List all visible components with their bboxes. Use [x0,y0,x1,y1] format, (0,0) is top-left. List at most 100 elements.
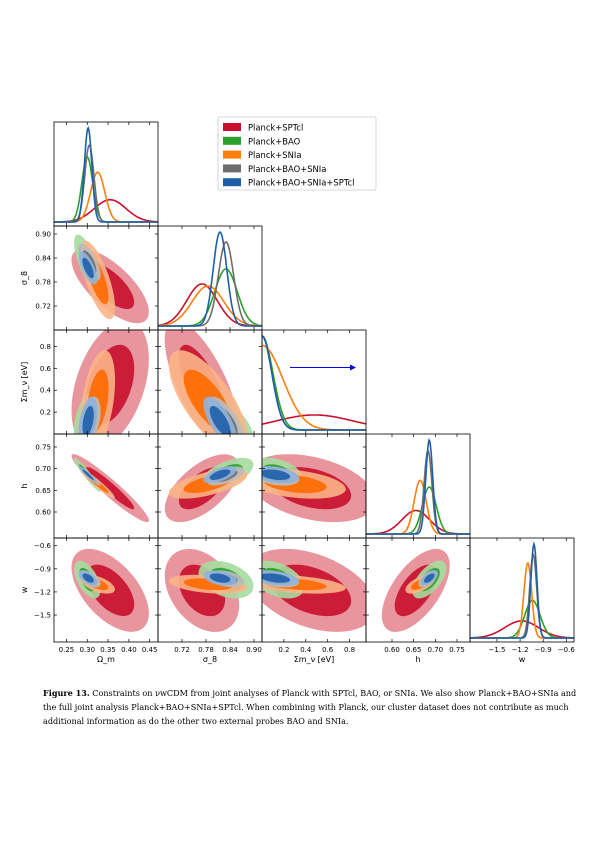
marginal-mnu-0 [262,414,366,425]
legend-swatch-2 [223,150,241,159]
panel-w-mnu: 0.2 0.4 0.6 0.8 [261,537,367,654]
x-axis-label-om: Ω_m [97,655,115,664]
x-tick-label-w: −0.6 [558,646,576,654]
panel-h-s8 [157,433,263,539]
x-tick-label-h: 0.75 [449,646,465,654]
x-tick-label-s8: 0.90 [246,646,262,654]
y-tick-label-s8: 0.84 [35,255,51,263]
upper-limit-arrowhead [350,364,356,371]
marginal-mnu-1 [262,335,366,431]
legend-swatch-4 [223,178,241,187]
contour-mnu-om-4-1sigma [82,405,94,434]
panel-frame [469,537,575,643]
y-tick-label-h: 0.65 [35,487,51,495]
x-tick-label-s8: 0.78 [198,646,214,654]
panel-w-om: 0.25 0.30 0.35 0.40 0.45 −1.5 −1.2 −0.9 −0.6 [34,537,159,654]
corner-panels: 0.72 0.78 0.84 0.90 0.2 0.4 0.6 0.8 0.60 0.65 0.70… [20,121,576,664]
x-tick-label-mnu: 0.2 [278,646,289,654]
x-tick-label-h: 0.65 [406,646,422,654]
x-axis-label-s8: σ_8 [203,655,217,664]
contour-w-mnu-4-1sigma [262,573,291,583]
marginal-s8-2 [158,285,262,327]
x-axis-label-mnu: Σm_ν [eV] [294,655,335,664]
contour-h-s8-4-1sigma [209,469,231,480]
y-tick-label-mnu: 0.4 [40,387,52,395]
x-tick-label-mnu: 0.4 [300,646,312,654]
contour-w-s8-4-1sigma [209,573,231,583]
marginal-w-3 [470,552,574,639]
marginal-om-3 [54,144,158,223]
x-tick-label-om: 0.45 [142,646,158,654]
contour-s8-om-4-1sigma [82,257,94,279]
x-tick-label-om: 0.25 [59,646,75,654]
y-axis-label-mnu: Σm_ν [eV] [20,362,29,403]
marginal-om-2 [54,171,158,223]
marginal-w-2 [470,561,574,639]
contour-h-om-4-1sigma [82,469,94,481]
y-tick-label-h: 0.70 [35,465,51,473]
panel-h-om: 0.60 0.65 0.70 0.75 [35,433,159,539]
contour-w-h-4-1sigma [424,573,435,583]
marginal-h-4 [366,437,470,535]
x-tick-label-w: −1.5 [488,646,505,654]
panel-frame [53,121,159,227]
y-tick-label-s8: 0.78 [35,279,51,287]
panel-w-h: 0.60 0.65 0.70 0.75 [365,537,471,654]
y-tick-label-mnu: 0.6 [40,365,52,373]
legend-label-4: Planck+BAO+SNIa+SPTcl [248,178,354,188]
x-tick-label-mnu: 0.6 [322,646,334,654]
marginal-h-2 [366,479,470,535]
x-tick-label-om: 0.35 [100,646,116,654]
legend-label-1: Planck+BAO [248,136,301,146]
panel-mnu-mnu [261,329,367,435]
x-tick-label-om: 0.30 [79,646,95,654]
panel-w-w: −1.5 −1.2 −0.9 −0.6 [469,537,576,654]
y-tick-label-w: −1.5 [34,612,51,620]
panel-mnu-s8 [157,329,263,435]
marginal-mnu-3 [262,335,366,431]
y-axis-label-s8: σ_8 [20,271,29,285]
marginal-mnu-2 [262,344,366,431]
x-tick-label-w: −0.9 [535,646,552,654]
marginal-mnu-4 [262,335,366,431]
y-tick-label-w: −0.6 [34,542,52,550]
x-tick-label-mnu: 0.8 [344,646,355,654]
x-tick-label-s8: 0.72 [174,646,190,654]
contour-h-mnu-4-1sigma [262,469,291,481]
x-axis-label-w: w [519,655,526,664]
legend-label-3: Planck+BAO+SNIa [248,164,326,174]
y-tick-label-s8: 0.72 [35,303,51,311]
y-tick-label-h: 0.75 [35,444,51,452]
contour-mnu-s8-4-1sigma [209,405,231,434]
x-tick-label-h: 0.70 [428,646,444,654]
figure-caption: Figure 13. Constraints on νwCDM from joi… [43,686,583,728]
panel-s8-om: 0.72 0.78 0.84 0.90 [35,225,159,331]
marginal-om-4 [54,125,158,223]
y-tick-label-mnu: 0.8 [40,343,51,351]
contour-w-om-4-1sigma [82,573,94,583]
y-tick-label-h: 0.60 [35,509,51,517]
x-tick-label-h: 0.60 [384,646,400,654]
legend-box [217,116,377,191]
marginal-s8-4 [158,231,262,327]
marginal-om-0 [54,198,158,223]
caption-text: Constraints on νwCDM from joint analyses… [43,688,577,726]
x-axis-label-h: h [415,655,420,664]
y-axis-label-h: h [20,483,29,488]
x-tick-label-s8: 0.84 [222,646,238,654]
y-axis-label-w: w [20,586,29,593]
legend-swatch-1 [223,136,241,145]
marginal-s8-3 [158,241,262,327]
legend-swatch-0 [223,123,241,131]
legend: Planck+SPTcl Planck+BAO Planck+SNIa Planck+… [217,116,377,191]
panel-h-h [365,433,471,539]
panel-w-s8: 0.72 0.78 0.84 0.90 [157,537,263,654]
x-tick-label-w: −1.2 [512,646,529,654]
marginal-om-1 [54,155,158,223]
contour-h-om-0-1sigma [86,467,135,510]
y-tick-label-s8: 0.90 [35,231,51,239]
y-tick-label-w: −0.9 [34,565,51,573]
x-tick-label-om: 0.40 [121,646,137,654]
panel-frame [261,329,367,435]
